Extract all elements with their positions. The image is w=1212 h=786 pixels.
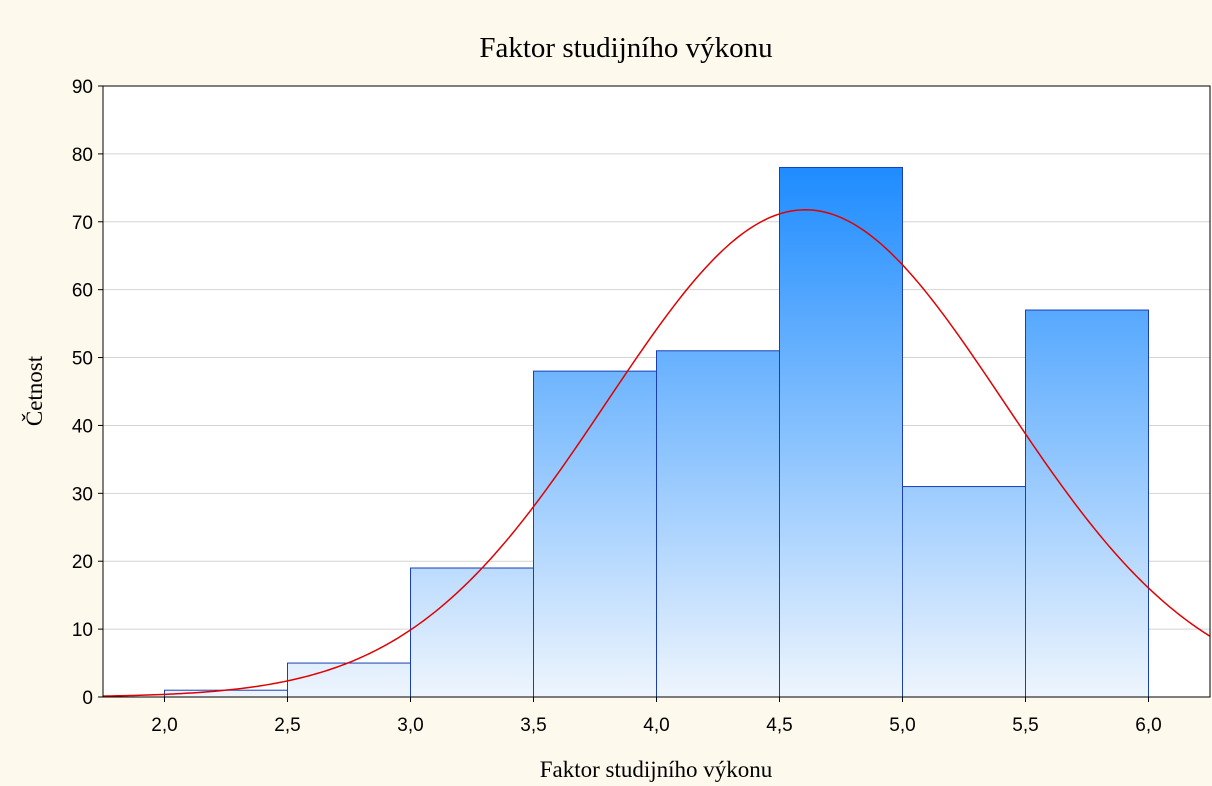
x-tick-label: 3,5	[520, 715, 546, 736]
x-tick-label: 3,0	[397, 715, 423, 736]
y-axis-title: Četnost	[21, 355, 47, 426]
x-tick-label: 6,0	[1135, 715, 1161, 736]
x-tick-label: 5,0	[889, 715, 915, 736]
x-tick-label: 5,5	[1012, 715, 1038, 736]
normal-fit-curve	[102, 209, 1211, 697]
x-tick-label: 2,5	[274, 715, 300, 736]
y-tick-label: 0	[82, 688, 93, 709]
bar	[1025, 309, 1149, 698]
y-tick-label: 40	[72, 416, 93, 437]
bar	[656, 350, 780, 698]
bar	[779, 166, 903, 698]
y-tick-label: 80	[72, 145, 93, 166]
y-tick-label: 10	[72, 620, 93, 641]
bar	[287, 662, 411, 698]
x-tick-label: 4,0	[643, 715, 669, 736]
bar	[902, 486, 1026, 698]
x-axis-title: Faktor studijního výkonu	[540, 757, 773, 782]
chart-title: Faktor studijního výkonu	[479, 32, 772, 64]
y-tick-label: 70	[72, 213, 93, 234]
y-tick-label: 20	[72, 552, 93, 573]
y-tick-label: 30	[72, 484, 93, 505]
x-tick-label: 2,0	[151, 715, 177, 736]
bar	[410, 567, 534, 698]
y-tick-label: 60	[72, 281, 93, 302]
y-tick-label: 90	[72, 77, 93, 98]
y-tick-label: 50	[72, 349, 93, 370]
x-tick-label: 4,5	[766, 715, 792, 736]
